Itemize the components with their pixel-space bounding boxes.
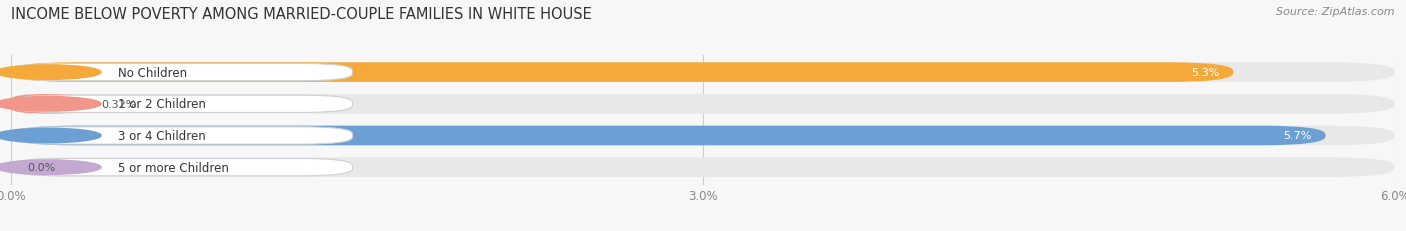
Text: 5 or more Children: 5 or more Children <box>118 161 229 174</box>
Text: 0.32%: 0.32% <box>101 99 136 109</box>
FancyBboxPatch shape <box>11 126 1395 146</box>
Text: 5.7%: 5.7% <box>1284 131 1312 141</box>
Text: Source: ZipAtlas.com: Source: ZipAtlas.com <box>1277 7 1395 17</box>
FancyBboxPatch shape <box>11 94 84 114</box>
FancyBboxPatch shape <box>11 158 1395 177</box>
FancyBboxPatch shape <box>11 63 1395 82</box>
Circle shape <box>0 66 101 80</box>
Text: No Children: No Children <box>118 66 187 79</box>
Circle shape <box>0 160 101 175</box>
FancyBboxPatch shape <box>11 159 353 176</box>
Text: 0.0%: 0.0% <box>27 162 56 172</box>
Text: 1 or 2 Children: 1 or 2 Children <box>118 98 207 111</box>
FancyBboxPatch shape <box>11 94 1395 114</box>
FancyBboxPatch shape <box>11 127 353 145</box>
Text: 5.3%: 5.3% <box>1191 68 1219 78</box>
Text: INCOME BELOW POVERTY AMONG MARRIED-COUPLE FAMILIES IN WHITE HOUSE: INCOME BELOW POVERTY AMONG MARRIED-COUPL… <box>11 7 592 22</box>
FancyBboxPatch shape <box>11 63 1233 82</box>
FancyBboxPatch shape <box>11 64 353 81</box>
FancyBboxPatch shape <box>11 96 353 113</box>
Text: 3 or 4 Children: 3 or 4 Children <box>118 129 205 142</box>
Circle shape <box>0 97 101 112</box>
FancyBboxPatch shape <box>11 126 1326 146</box>
Circle shape <box>0 129 101 143</box>
